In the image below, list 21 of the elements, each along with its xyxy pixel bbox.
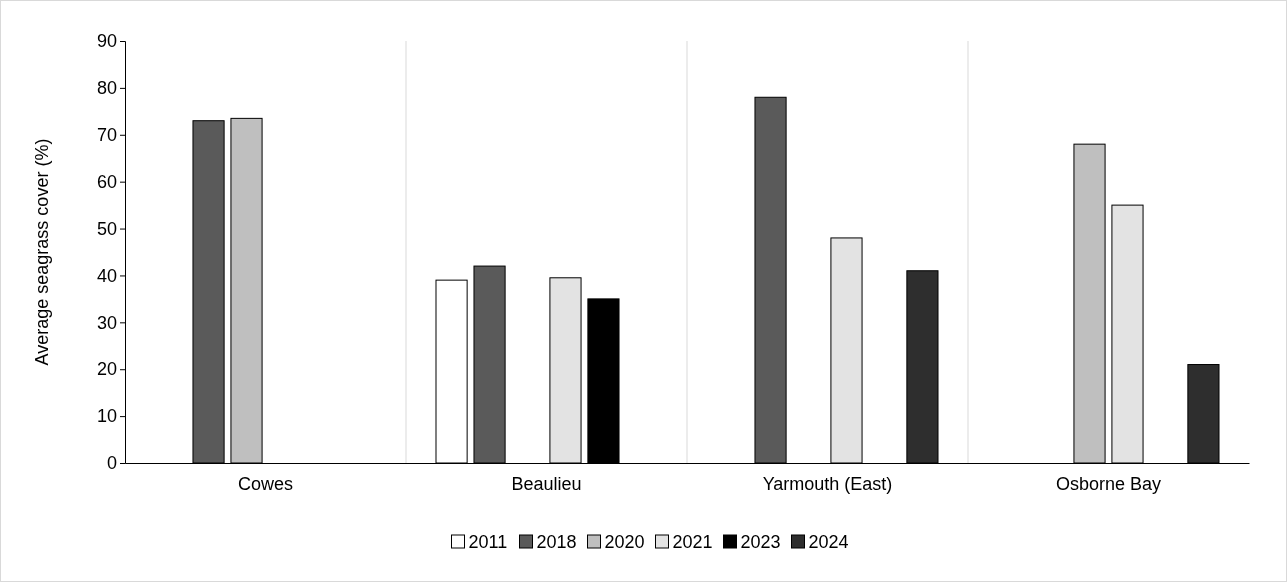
legend-label: 2018 <box>536 532 577 552</box>
y-tick-label: 60 <box>96 171 117 192</box>
legend-label: 2024 <box>808 532 849 552</box>
legend-label: 2023 <box>740 532 781 552</box>
y-tick-label: 50 <box>96 218 117 239</box>
y-tick-label: 20 <box>96 359 117 380</box>
y-tick-label: 90 <box>96 31 117 52</box>
x-tick-label: Cowes <box>237 473 294 494</box>
legend-label: 2011 <box>468 532 508 552</box>
y-tick-label: 70 <box>96 125 117 146</box>
x-tick-label: Osborne Bay <box>1055 473 1162 494</box>
y-tick-label: 80 <box>96 78 117 99</box>
y-axis-title: Average seagrass cover (%) <box>32 138 52 366</box>
y-tick-label: 0 <box>106 453 117 474</box>
x-tick-label: Beaulieu <box>511 473 582 494</box>
y-tick-label: 40 <box>96 265 117 286</box>
y-tick-label: 10 <box>96 406 117 427</box>
y-tick-label: 30 <box>96 312 117 333</box>
x-tick-label: Yarmouth (East) <box>762 473 893 494</box>
legend-label: 2021 <box>672 532 713 552</box>
legend-label: 2020 <box>604 532 645 552</box>
